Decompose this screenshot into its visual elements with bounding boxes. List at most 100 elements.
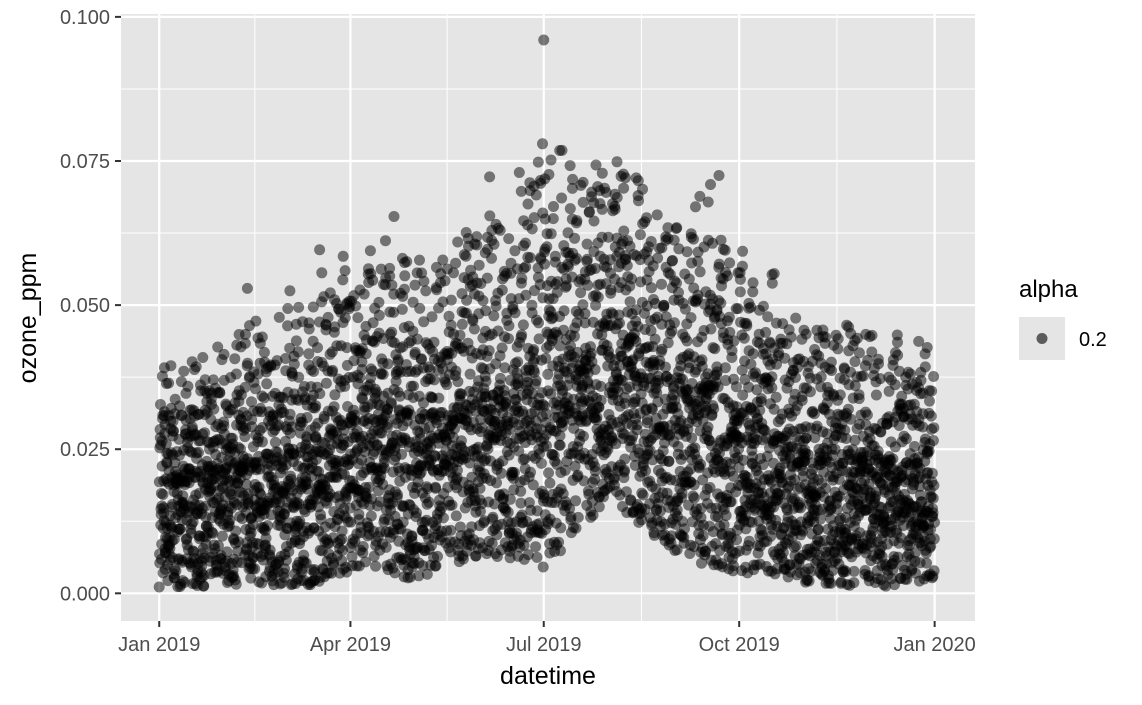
- data-point: [897, 520, 909, 532]
- data-point: [239, 431, 251, 443]
- data-point: [688, 492, 700, 504]
- data-point: [527, 479, 539, 491]
- data-point: [619, 398, 631, 409]
- data-point: [589, 473, 601, 485]
- data-point: [513, 445, 525, 457]
- data-point: [367, 317, 379, 329]
- data-point: [524, 252, 536, 264]
- data-point: [503, 320, 515, 332]
- data-point: [415, 353, 427, 365]
- data-point: [531, 551, 543, 563]
- data-point: [520, 261, 532, 273]
- data-point: [626, 273, 638, 285]
- data-point: [249, 563, 261, 575]
- data-point: [437, 512, 449, 524]
- data-point: [668, 234, 680, 246]
- data-point: [255, 489, 267, 500]
- data-point: [619, 464, 630, 476]
- data-point: [551, 286, 563, 298]
- data-point: [757, 459, 769, 471]
- data-point: [777, 547, 789, 558]
- data-point: [445, 524, 457, 536]
- data-point: [736, 260, 748, 272]
- data-point: [582, 279, 594, 291]
- data-point: [352, 312, 364, 324]
- data-point: [558, 305, 570, 317]
- data-point: [283, 546, 295, 558]
- data-point: [491, 477, 502, 489]
- x-tick-label: Apr 2019: [310, 634, 391, 656]
- x-tick-label: Jan 2019: [118, 634, 200, 656]
- data-point: [853, 347, 865, 359]
- data-point: [533, 333, 545, 345]
- data-point: [581, 253, 593, 265]
- data-point: [449, 423, 460, 435]
- data-point: [800, 432, 812, 444]
- data-point: [542, 368, 554, 380]
- data-point: [644, 444, 656, 456]
- data-point: [679, 523, 690, 535]
- data-point: [581, 238, 593, 250]
- data-point: [516, 273, 528, 284]
- data-point: [554, 430, 566, 442]
- data-point: [636, 514, 648, 526]
- data-point: [316, 267, 328, 279]
- data-point: [834, 389, 846, 401]
- data-point: [282, 303, 294, 314]
- data-point: [397, 516, 409, 528]
- x-axis: Jan 2019 Apr 2019 Jul 2019 Oct 2019 Jan 2020: [118, 621, 976, 656]
- data-point: [346, 551, 358, 563]
- data-point: [197, 352, 209, 363]
- data-point: [702, 421, 714, 433]
- data-point: [167, 425, 179, 437]
- data-point: [591, 411, 603, 423]
- data-point: [496, 342, 508, 354]
- data-point: [430, 482, 442, 494]
- data-point: [539, 258, 551, 270]
- data-point: [927, 435, 939, 446]
- data-point: [452, 236, 464, 248]
- data-point: [375, 263, 387, 275]
- data-point: [619, 453, 631, 465]
- data-point: [712, 381, 724, 393]
- data-point: [705, 179, 716, 190]
- data-point: [596, 203, 608, 215]
- data-point: [482, 443, 494, 455]
- y-tick-label: 0.000: [60, 583, 110, 605]
- data-point: [696, 557, 707, 569]
- data-point: [484, 210, 496, 222]
- data-point: [533, 317, 545, 329]
- data-point: [929, 516, 940, 528]
- data-point: [571, 317, 583, 329]
- data-point: [363, 481, 375, 493]
- data-point: [653, 377, 665, 389]
- data-point: [357, 393, 368, 405]
- data-point: [336, 525, 348, 537]
- data-point: [530, 189, 542, 201]
- data-point: [339, 312, 351, 324]
- data-point: [554, 439, 566, 451]
- data-point: [609, 203, 621, 215]
- legend-entry-label: 0.2: [1079, 329, 1107, 351]
- y-tick-label: 0.075: [60, 151, 110, 173]
- data-point: [555, 522, 567, 534]
- data-point: [694, 266, 706, 278]
- data-point: [915, 374, 927, 386]
- data-point: [624, 296, 636, 308]
- data-point: [360, 348, 372, 360]
- data-point: [652, 252, 664, 264]
- data-point: [413, 570, 425, 582]
- data-point: [893, 420, 905, 431]
- data-point: [207, 527, 219, 539]
- data-point: [624, 381, 636, 393]
- data-point: [312, 342, 323, 354]
- data-point: [579, 308, 591, 320]
- data-point: [495, 467, 507, 479]
- data-point: [472, 441, 484, 453]
- data-point: [554, 545, 566, 557]
- data-point: [577, 196, 589, 208]
- data-point: [681, 335, 693, 347]
- data-point: [734, 286, 746, 298]
- data-point: [512, 380, 524, 392]
- y-tick-label: 0.100: [60, 7, 110, 29]
